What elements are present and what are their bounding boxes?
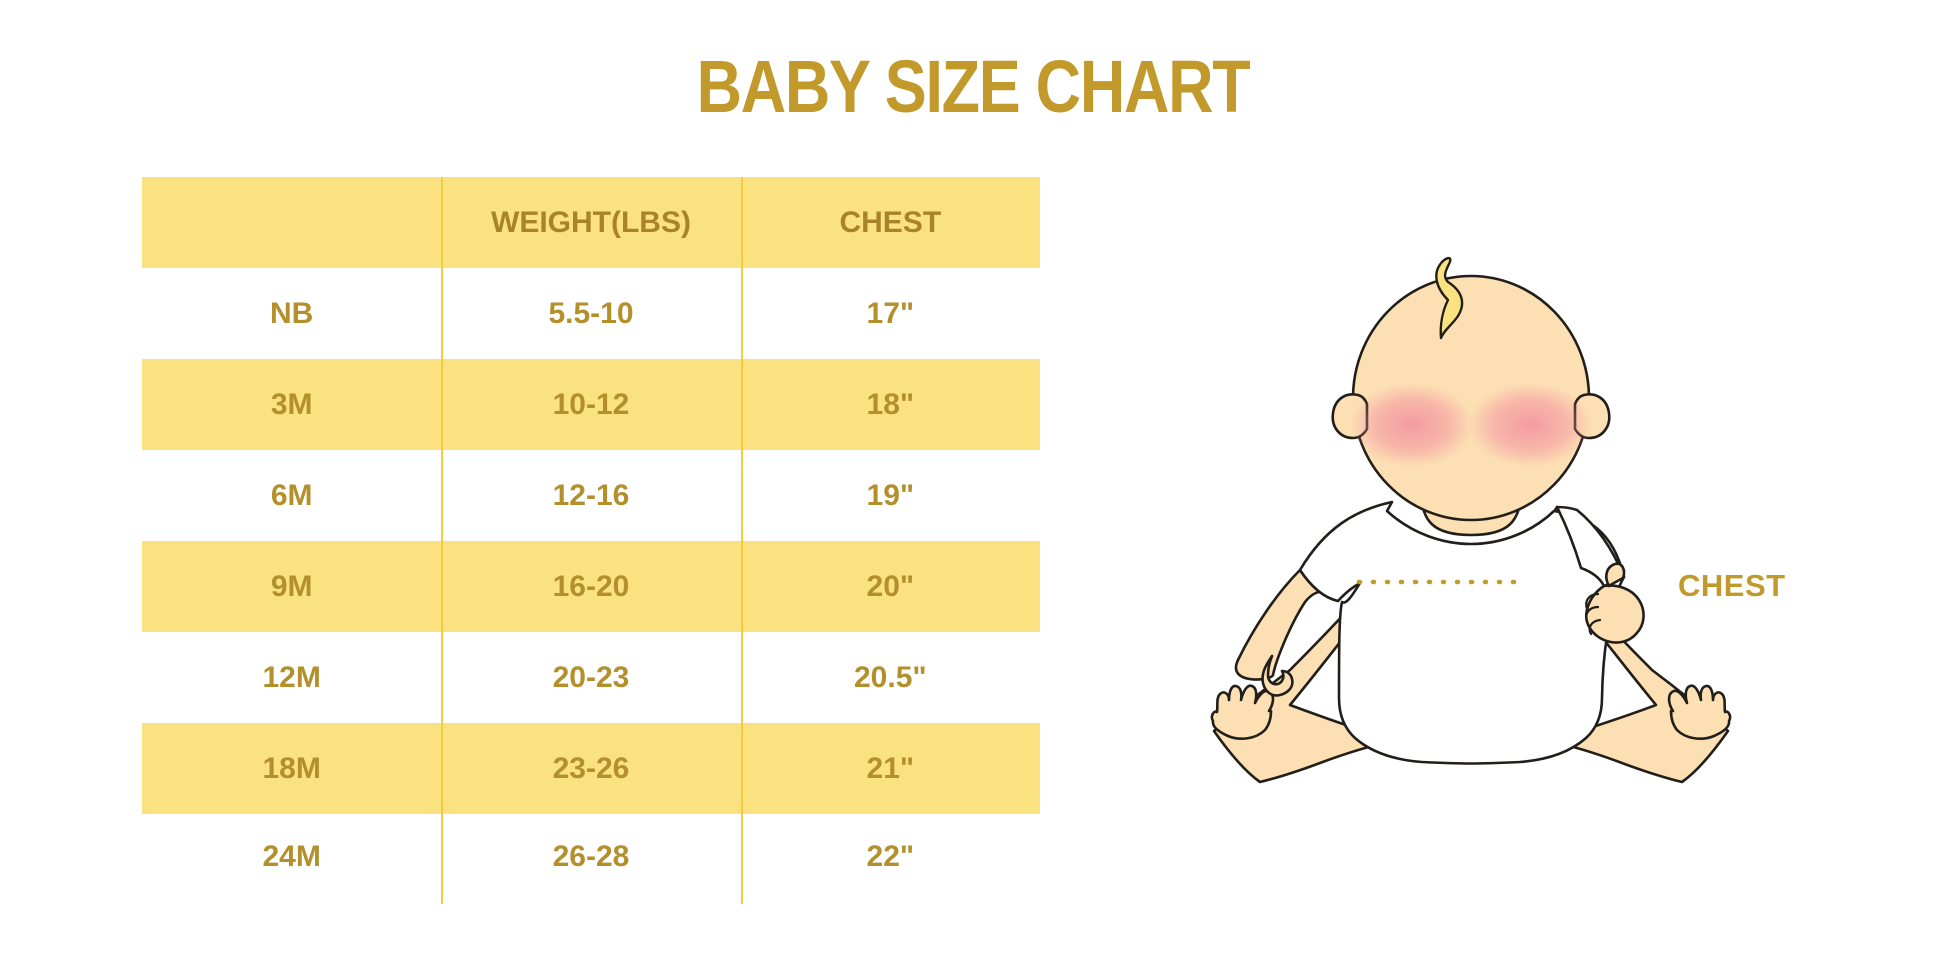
svg-text:CHEST: CHEST: [1678, 568, 1786, 603]
